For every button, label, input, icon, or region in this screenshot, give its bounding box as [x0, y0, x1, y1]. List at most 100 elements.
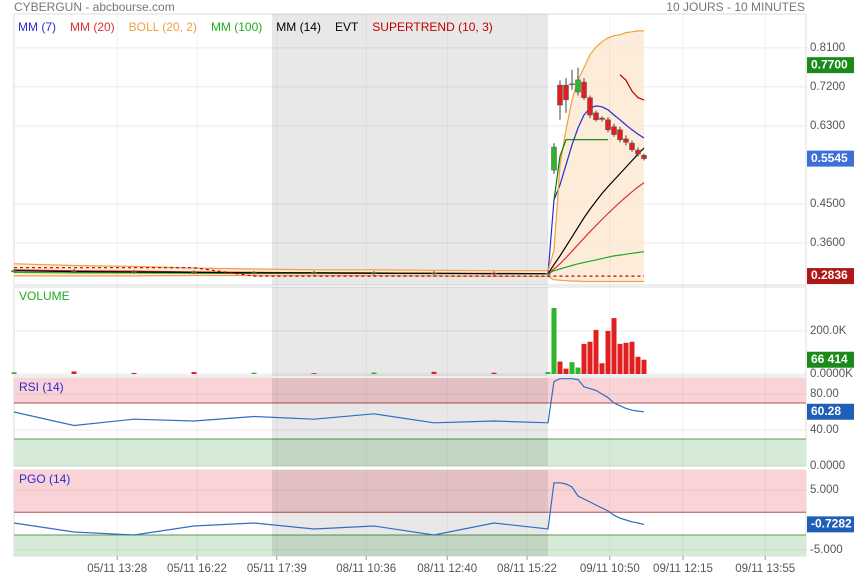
volume-bar: [71, 371, 77, 375]
value-badge: [807, 403, 854, 420]
volume-bar: [617, 343, 623, 375]
value-badge: [807, 351, 854, 368]
legend-entry: SUPERTREND (10, 3): [372, 20, 492, 34]
panel: [13, 13, 807, 286]
volume-bar: [641, 359, 647, 375]
volume-bar: [551, 307, 557, 375]
volume-bar: [191, 372, 197, 375]
candle-body: [11, 270, 17, 272]
candle-body: [557, 84, 563, 106]
value-badge-label: 60.28: [811, 404, 841, 418]
y-tick-label: 200.0K: [810, 325, 847, 337]
volume-bar: [587, 341, 593, 375]
legend-entry: MM (14): [276, 20, 321, 34]
volume-bar: [371, 372, 377, 375]
y-tick-label: 0.4500: [810, 198, 845, 210]
candle-body: [581, 81, 587, 98]
value-badge: [807, 268, 854, 285]
series-line: [13, 147, 645, 275]
volume-bar: [491, 372, 497, 375]
value-badge-label: 0.5545: [811, 151, 848, 165]
panel-title: VOLUME: [19, 289, 70, 303]
candle-body: [251, 272, 257, 275]
value-badge: [807, 150, 854, 167]
candle-body: [611, 126, 617, 135]
x-tick-label: 09/11 10:50: [580, 563, 640, 575]
candle-body: [431, 272, 437, 275]
candle-body: [371, 272, 377, 274]
candle-body: [587, 97, 593, 116]
y-tick-label: 40.00: [810, 424, 839, 436]
volume-bar: [557, 361, 563, 375]
legend-entry: MM (100): [211, 20, 262, 34]
indicator-line: [13, 378, 645, 427]
candle-body: [491, 273, 497, 275]
band-area: [14, 30, 644, 282]
oversold-zone: [14, 439, 806, 466]
candle-body: [593, 112, 599, 121]
volume-bar: [251, 372, 257, 375]
candle-body: [563, 84, 569, 101]
x-tick-label: 08/11 10:36: [336, 563, 396, 575]
y-tick-label: 0.7200: [810, 81, 845, 93]
x-tick-label: 05/11 16:22: [167, 563, 227, 575]
x-tick-label: 08/11 12:40: [417, 563, 477, 575]
value-badge: [807, 516, 854, 533]
y-tick-label: 0.6300: [810, 120, 845, 132]
candle-body: [641, 155, 647, 159]
candle-body: [617, 129, 623, 140]
volume-bar: [623, 342, 629, 375]
candle-body: [623, 138, 629, 143]
period: 10 JOURS - 10 MINUTES: [666, 0, 805, 14]
candle-body: [605, 119, 611, 131]
legend-entry: MM (7): [18, 20, 56, 34]
overbought-zone: [14, 470, 806, 513]
indicator-line: [13, 482, 645, 536]
volume-bar: [11, 372, 17, 375]
y-tick-label: 0.3600: [810, 237, 845, 249]
candle-body: [575, 79, 581, 93]
x-tick-label: 09/11 12:15: [653, 563, 713, 575]
volume-bar: [131, 372, 137, 375]
legend-entry: MM (20): [70, 20, 115, 34]
session-highlight: [272, 14, 548, 285]
value-badge-label: 0.2836: [811, 268, 848, 282]
candle-body: [545, 273, 551, 275]
candle-body: [551, 146, 557, 171]
candle-body: [311, 272, 317, 274]
page-title: CYBERGUN - abcbourse.com: [14, 0, 175, 14]
session-highlight: [272, 470, 548, 556]
x-tick-label: 05/11 13:28: [87, 563, 147, 575]
volume-bar: [545, 372, 551, 375]
volume-bar: [569, 362, 575, 375]
band-upper: [619, 74, 645, 101]
candle-body: [629, 142, 635, 150]
candle-body: [131, 271, 137, 273]
candle-body: [569, 83, 575, 86]
y-tick-label: 0.0000K: [810, 368, 853, 380]
band-lower: [553, 139, 608, 201]
volume-bar: [431, 371, 437, 375]
y-tick-label: 0.8100: [810, 42, 845, 54]
volume-bar: [635, 356, 641, 375]
band-lower: [14, 274, 644, 283]
volume-bar: [563, 368, 569, 375]
session-highlight: [272, 287, 548, 376]
x-tick-label: 09/11 13:55: [735, 563, 795, 575]
legend-entry: BOLL (20, 2): [129, 20, 197, 34]
legend-entry: EVT: [335, 20, 359, 34]
volume-bar: [611, 318, 617, 375]
value-badge-label: -0.7282: [811, 517, 852, 531]
volume-bar: [629, 341, 635, 375]
candle-body: [191, 271, 197, 274]
session-highlight: [272, 378, 548, 466]
y-tick-label: 5.000: [810, 484, 839, 496]
value-badge-label: 66 414: [811, 352, 848, 366]
oversold-zone: [14, 534, 806, 556]
candle-body: [635, 149, 641, 155]
y-tick-label: 80.00: [810, 388, 839, 400]
volume-bar: [605, 330, 611, 375]
candle-body: [599, 117, 605, 120]
value-badge-label: 0.7700: [811, 57, 848, 71]
